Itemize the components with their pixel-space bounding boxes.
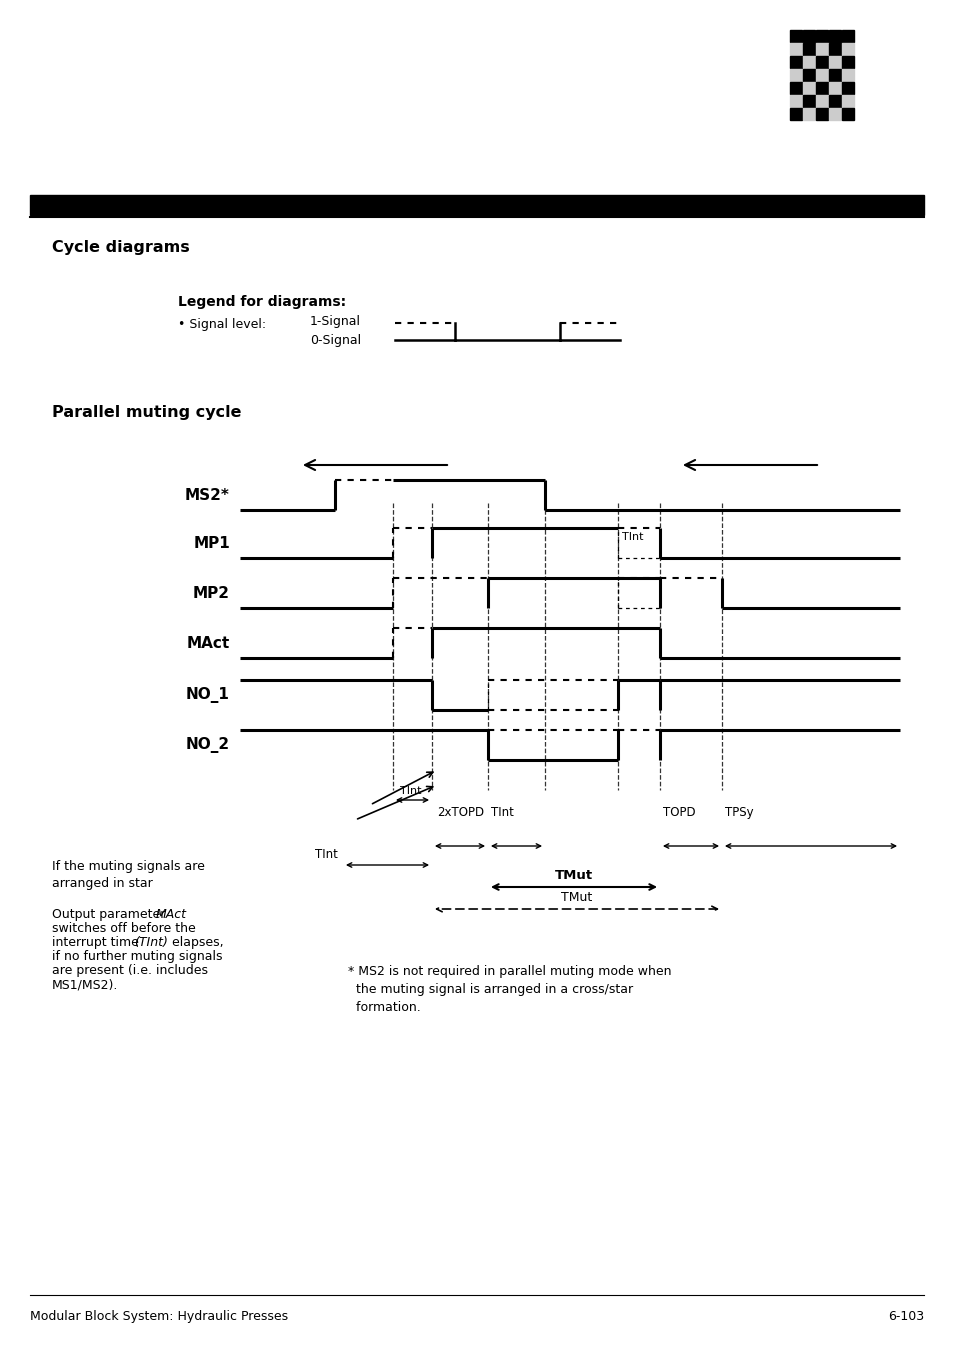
Bar bbox=[802, 108, 814, 120]
Bar bbox=[802, 43, 814, 55]
Text: MAct: MAct bbox=[156, 908, 187, 921]
Text: MP2: MP2 bbox=[193, 585, 230, 600]
Text: elapses,: elapses, bbox=[168, 936, 223, 948]
Text: TInt: TInt bbox=[399, 786, 421, 796]
Text: TMut: TMut bbox=[560, 892, 592, 904]
Text: Modular Block System: Hydraulic Presses: Modular Block System: Hydraulic Presses bbox=[30, 1310, 288, 1323]
Text: are present (i.e. includes: are present (i.e. includes bbox=[52, 965, 208, 977]
Bar bbox=[815, 69, 827, 81]
Bar bbox=[789, 82, 801, 95]
Bar bbox=[828, 55, 841, 68]
Bar bbox=[815, 30, 827, 42]
Bar bbox=[828, 69, 841, 81]
Bar bbox=[841, 95, 853, 107]
Text: 2xTOPD: 2xTOPD bbox=[436, 807, 483, 819]
Bar bbox=[841, 82, 853, 95]
Text: TInt: TInt bbox=[491, 807, 514, 819]
Text: 6-103: 6-103 bbox=[887, 1310, 923, 1323]
Text: Parallel muting cycle: Parallel muting cycle bbox=[52, 405, 241, 420]
Text: interrupt time: interrupt time bbox=[52, 936, 143, 948]
Bar bbox=[841, 43, 853, 55]
Text: NO_2: NO_2 bbox=[186, 738, 230, 753]
Text: switches off before the: switches off before the bbox=[52, 921, 195, 935]
Bar bbox=[789, 95, 801, 107]
Bar bbox=[815, 108, 827, 120]
Text: Output parameter: Output parameter bbox=[52, 908, 170, 921]
Text: TInt: TInt bbox=[621, 532, 643, 542]
Bar bbox=[789, 69, 801, 81]
Text: TInt: TInt bbox=[314, 848, 337, 861]
Bar bbox=[789, 55, 801, 68]
Text: MAct: MAct bbox=[187, 635, 230, 650]
Bar bbox=[815, 82, 827, 95]
Bar bbox=[841, 108, 853, 120]
Bar bbox=[789, 43, 801, 55]
Bar bbox=[802, 55, 814, 68]
Bar bbox=[841, 69, 853, 81]
Text: TMut: TMut bbox=[555, 869, 593, 882]
Bar bbox=[815, 43, 827, 55]
Text: TOPD: TOPD bbox=[662, 807, 695, 819]
Bar bbox=[802, 30, 814, 42]
Text: 0-Signal: 0-Signal bbox=[310, 334, 361, 347]
Text: MS1/MS2).: MS1/MS2). bbox=[52, 978, 118, 992]
Bar bbox=[802, 69, 814, 81]
Bar bbox=[828, 82, 841, 95]
Bar bbox=[789, 108, 801, 120]
Text: * MS2 is not required in parallel muting mode when
  the muting signal is arrang: * MS2 is not required in parallel muting… bbox=[348, 965, 671, 1015]
Bar bbox=[802, 95, 814, 107]
Text: Cycle diagrams: Cycle diagrams bbox=[52, 240, 190, 255]
Bar bbox=[841, 30, 853, 42]
Text: NO_1: NO_1 bbox=[186, 688, 230, 703]
Text: MS2*: MS2* bbox=[185, 488, 230, 503]
Text: MP1: MP1 bbox=[193, 535, 230, 550]
Bar bbox=[828, 95, 841, 107]
Bar bbox=[828, 30, 841, 42]
Bar bbox=[789, 30, 801, 42]
Text: if no further muting signals: if no further muting signals bbox=[52, 950, 222, 963]
Text: If the muting signals are
arranged in star: If the muting signals are arranged in st… bbox=[52, 861, 205, 890]
Bar bbox=[815, 55, 827, 68]
Text: 1-Signal: 1-Signal bbox=[310, 315, 360, 328]
Text: • Signal level:: • Signal level: bbox=[178, 317, 266, 331]
Bar bbox=[841, 55, 853, 68]
Text: (TInt): (TInt) bbox=[133, 936, 168, 948]
Bar bbox=[828, 43, 841, 55]
Text: Legend for diagrams:: Legend for diagrams: bbox=[178, 295, 346, 309]
Bar bbox=[828, 108, 841, 120]
Text: TPSy: TPSy bbox=[724, 807, 753, 819]
Bar bbox=[815, 95, 827, 107]
Bar bbox=[30, 195, 923, 215]
Bar bbox=[802, 82, 814, 95]
